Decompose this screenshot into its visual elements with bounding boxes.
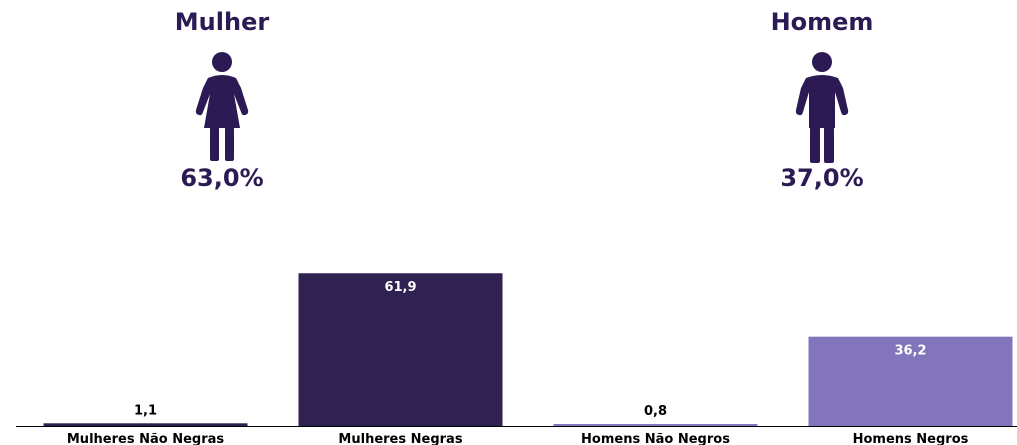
labels-group: 1,1 Mulheres Não Negras 61,9 Mulheres Negra… — [67, 280, 969, 445]
female-figure-icon — [195, 52, 249, 161]
female-panel-title: Mulher — [174, 8, 270, 36]
male-panel: Homem 37,0% — [722, 8, 922, 192]
bars-group — [43, 273, 1013, 427]
bar-0 — [43, 423, 248, 426]
male-panel-title: Homem — [770, 8, 874, 36]
bar-value-label-1: 61,9 — [384, 280, 416, 295]
female-percent: 63,0% — [180, 164, 264, 192]
bar-1 — [298, 273, 503, 426]
male-figure-icon — [795, 52, 849, 163]
bar-value-label-3: 36,2 — [894, 344, 926, 359]
category-label-0: Mulheres Não Negras — [67, 432, 225, 445]
category-label-3: Homens Negros — [853, 432, 969, 445]
bar-3 — [808, 336, 1013, 426]
category-label-2: Homens Não Negros — [581, 432, 730, 445]
female-panel: Mulher 63,0% — [122, 8, 322, 192]
bar-2 — [553, 424, 758, 427]
bar-value-label-2: 0,8 — [644, 404, 667, 419]
category-label-1: Mulheres Negras — [338, 432, 462, 445]
bar-value-label-0: 1,1 — [134, 403, 157, 418]
male-percent: 37,0% — [780, 164, 864, 192]
